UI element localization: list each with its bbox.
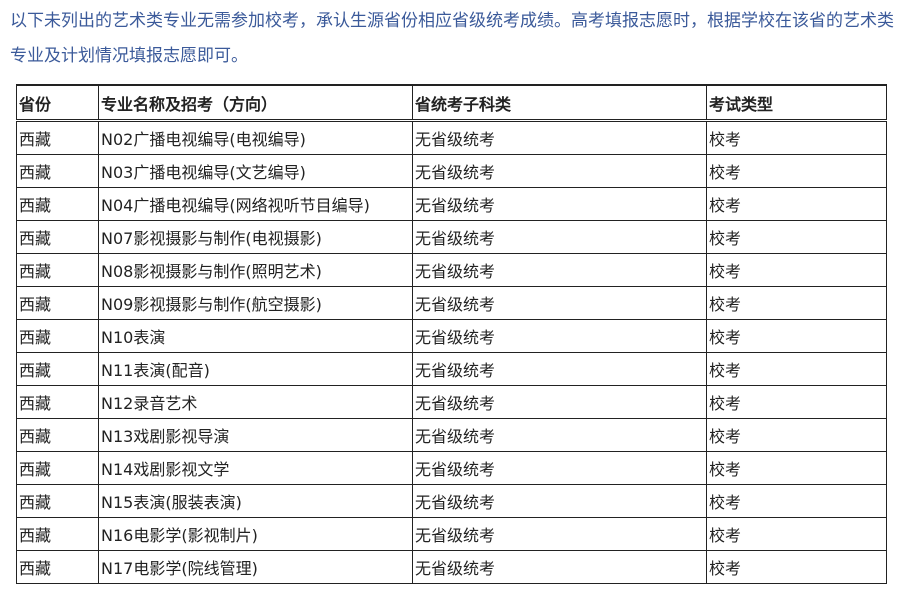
table-row: 西藏 N12录音艺术 无省级统考 校考 [16, 385, 887, 419]
cell-major: N16电影学(影视制片) [98, 517, 413, 551]
table-header-row: 省份 专业名称及招考（方向） 省统考子科类 考试类型 [16, 84, 887, 122]
cell-subcategory: 无省级统考 [412, 385, 707, 419]
table-row: 西藏 N16电影学(影视制片) 无省级统考 校考 [16, 517, 887, 551]
cell-major: N04广播电视编导(网络视听节目编导) [98, 187, 413, 221]
cell-exam-type: 校考 [706, 120, 887, 155]
cell-major: N12录音艺术 [98, 385, 413, 419]
header-province: 省份 [16, 84, 99, 122]
cell-province: 西藏 [16, 451, 99, 485]
cell-province: 西藏 [16, 550, 99, 584]
cell-province: 西藏 [16, 187, 99, 221]
cell-province: 西藏 [16, 220, 99, 254]
cell-province: 西藏 [16, 120, 99, 155]
cell-subcategory: 无省级统考 [412, 352, 707, 386]
cell-major: N17电影学(院线管理) [98, 550, 413, 584]
table-row: 西藏 N03广播电视编导(文艺编导) 无省级统考 校考 [16, 154, 887, 188]
cell-subcategory: 无省级统考 [412, 517, 707, 551]
cell-province: 西藏 [16, 517, 99, 551]
cell-subcategory: 无省级统考 [412, 220, 707, 254]
cell-subcategory: 无省级统考 [412, 286, 707, 320]
cell-major: N09影视摄影与制作(航空摄影) [98, 286, 413, 320]
cell-subcategory: 无省级统考 [412, 550, 707, 584]
table-row: 西藏 N15表演(服装表演) 无省级统考 校考 [16, 484, 887, 518]
cell-major: N13戏剧影视导演 [98, 418, 413, 452]
cell-exam-type: 校考 [706, 187, 887, 221]
table-row: 西藏 N04广播电视编导(网络视听节目编导) 无省级统考 校考 [16, 187, 887, 221]
cell-province: 西藏 [16, 253, 99, 287]
cell-province: 西藏 [16, 385, 99, 419]
cell-subcategory: 无省级统考 [412, 120, 707, 155]
cell-major: N11表演(配音) [98, 352, 413, 386]
cell-major: N03广播电视编导(文艺编导) [98, 154, 413, 188]
cell-major: N02广播电视编导(电视编导) [98, 120, 413, 155]
table-row: 西藏 N14戏剧影视文学 无省级统考 校考 [16, 451, 887, 485]
cell-major: N08影视摄影与制作(照明艺术) [98, 253, 413, 287]
cell-exam-type: 校考 [706, 550, 887, 584]
cell-province: 西藏 [16, 154, 99, 188]
cell-major: N15表演(服装表演) [98, 484, 413, 518]
cell-subcategory: 无省级统考 [412, 484, 707, 518]
table-row: 西藏 N13戏剧影视导演 无省级统考 校考 [16, 418, 887, 452]
cell-exam-type: 校考 [706, 385, 887, 419]
cell-exam-type: 校考 [706, 418, 887, 452]
table-row: 西藏 N11表演(配音) 无省级统考 校考 [16, 352, 887, 386]
intro-paragraph: 以下未列出的艺术类专业无需参加校考，承认生源省份相应省级统考成绩。高考填报志愿时… [10, 11, 894, 66]
cell-exam-type: 校考 [706, 451, 887, 485]
header-exam-type: 考试类型 [706, 84, 887, 122]
cell-exam-type: 校考 [706, 154, 887, 188]
cell-exam-type: 校考 [706, 517, 887, 551]
cell-subcategory: 无省级统考 [412, 451, 707, 485]
cell-province: 西藏 [16, 286, 99, 320]
table-row: 西藏 N17电影学(院线管理) 无省级统考 校考 [16, 550, 887, 584]
cell-exam-type: 校考 [706, 253, 887, 287]
cell-province: 西藏 [16, 484, 99, 518]
table-row: 西藏 N02广播电视编导(电视编导) 无省级统考 校考 [16, 120, 887, 155]
header-subcategory: 省统考子科类 [412, 84, 707, 122]
cell-major: N14戏剧影视文学 [98, 451, 413, 485]
cell-subcategory: 无省级统考 [412, 319, 707, 353]
cell-exam-type: 校考 [706, 484, 887, 518]
cell-exam-type: 校考 [706, 286, 887, 320]
cell-exam-type: 校考 [706, 220, 887, 254]
table-row: 西藏 N10表演 无省级统考 校考 [16, 319, 887, 353]
header-major: 专业名称及招考（方向） [98, 84, 413, 122]
cell-subcategory: 无省级统考 [412, 253, 707, 287]
cell-province: 西藏 [16, 418, 99, 452]
cell-major: N10表演 [98, 319, 413, 353]
cell-province: 西藏 [16, 352, 99, 386]
major-table: 省份 专业名称及招考（方向） 省统考子科类 考试类型 西藏 N02广播电视编导(电… [16, 84, 887, 584]
table-row: 西藏 N09影视摄影与制作(航空摄影) 无省级统考 校考 [16, 286, 887, 320]
cell-subcategory: 无省级统考 [412, 418, 707, 452]
cell-exam-type: 校考 [706, 319, 887, 353]
table-row: 西藏 N08影视摄影与制作(照明艺术) 无省级统考 校考 [16, 253, 887, 287]
cell-subcategory: 无省级统考 [412, 154, 707, 188]
table-row: 西藏 N07影视摄影与制作(电视摄影) 无省级统考 校考 [16, 220, 887, 254]
cell-major: N07影视摄影与制作(电视摄影) [98, 220, 413, 254]
cell-exam-type: 校考 [706, 352, 887, 386]
cell-subcategory: 无省级统考 [412, 187, 707, 221]
cell-province: 西藏 [16, 319, 99, 353]
